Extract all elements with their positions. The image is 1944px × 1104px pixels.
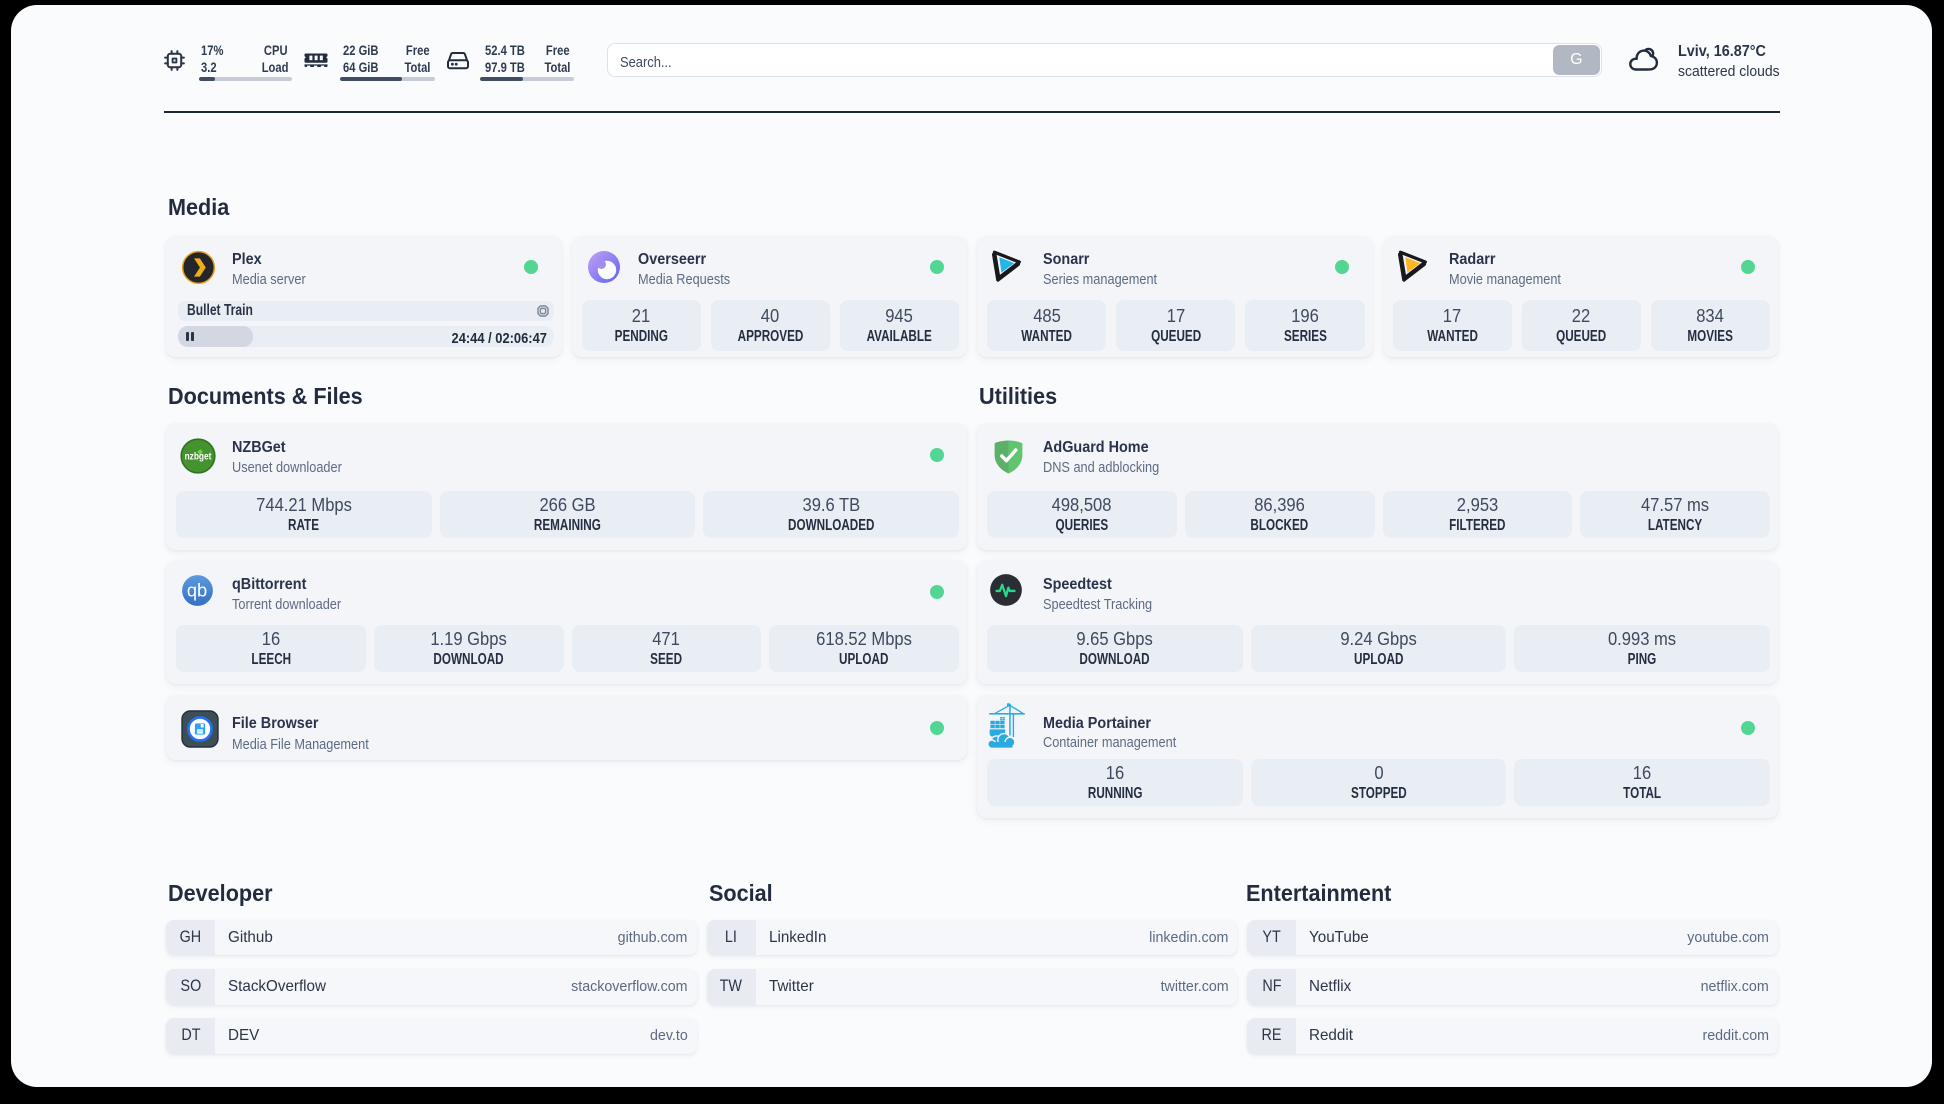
svg-text:nzbget: nzbget [184,450,211,461]
svg-text:qb: qb [187,580,207,601]
